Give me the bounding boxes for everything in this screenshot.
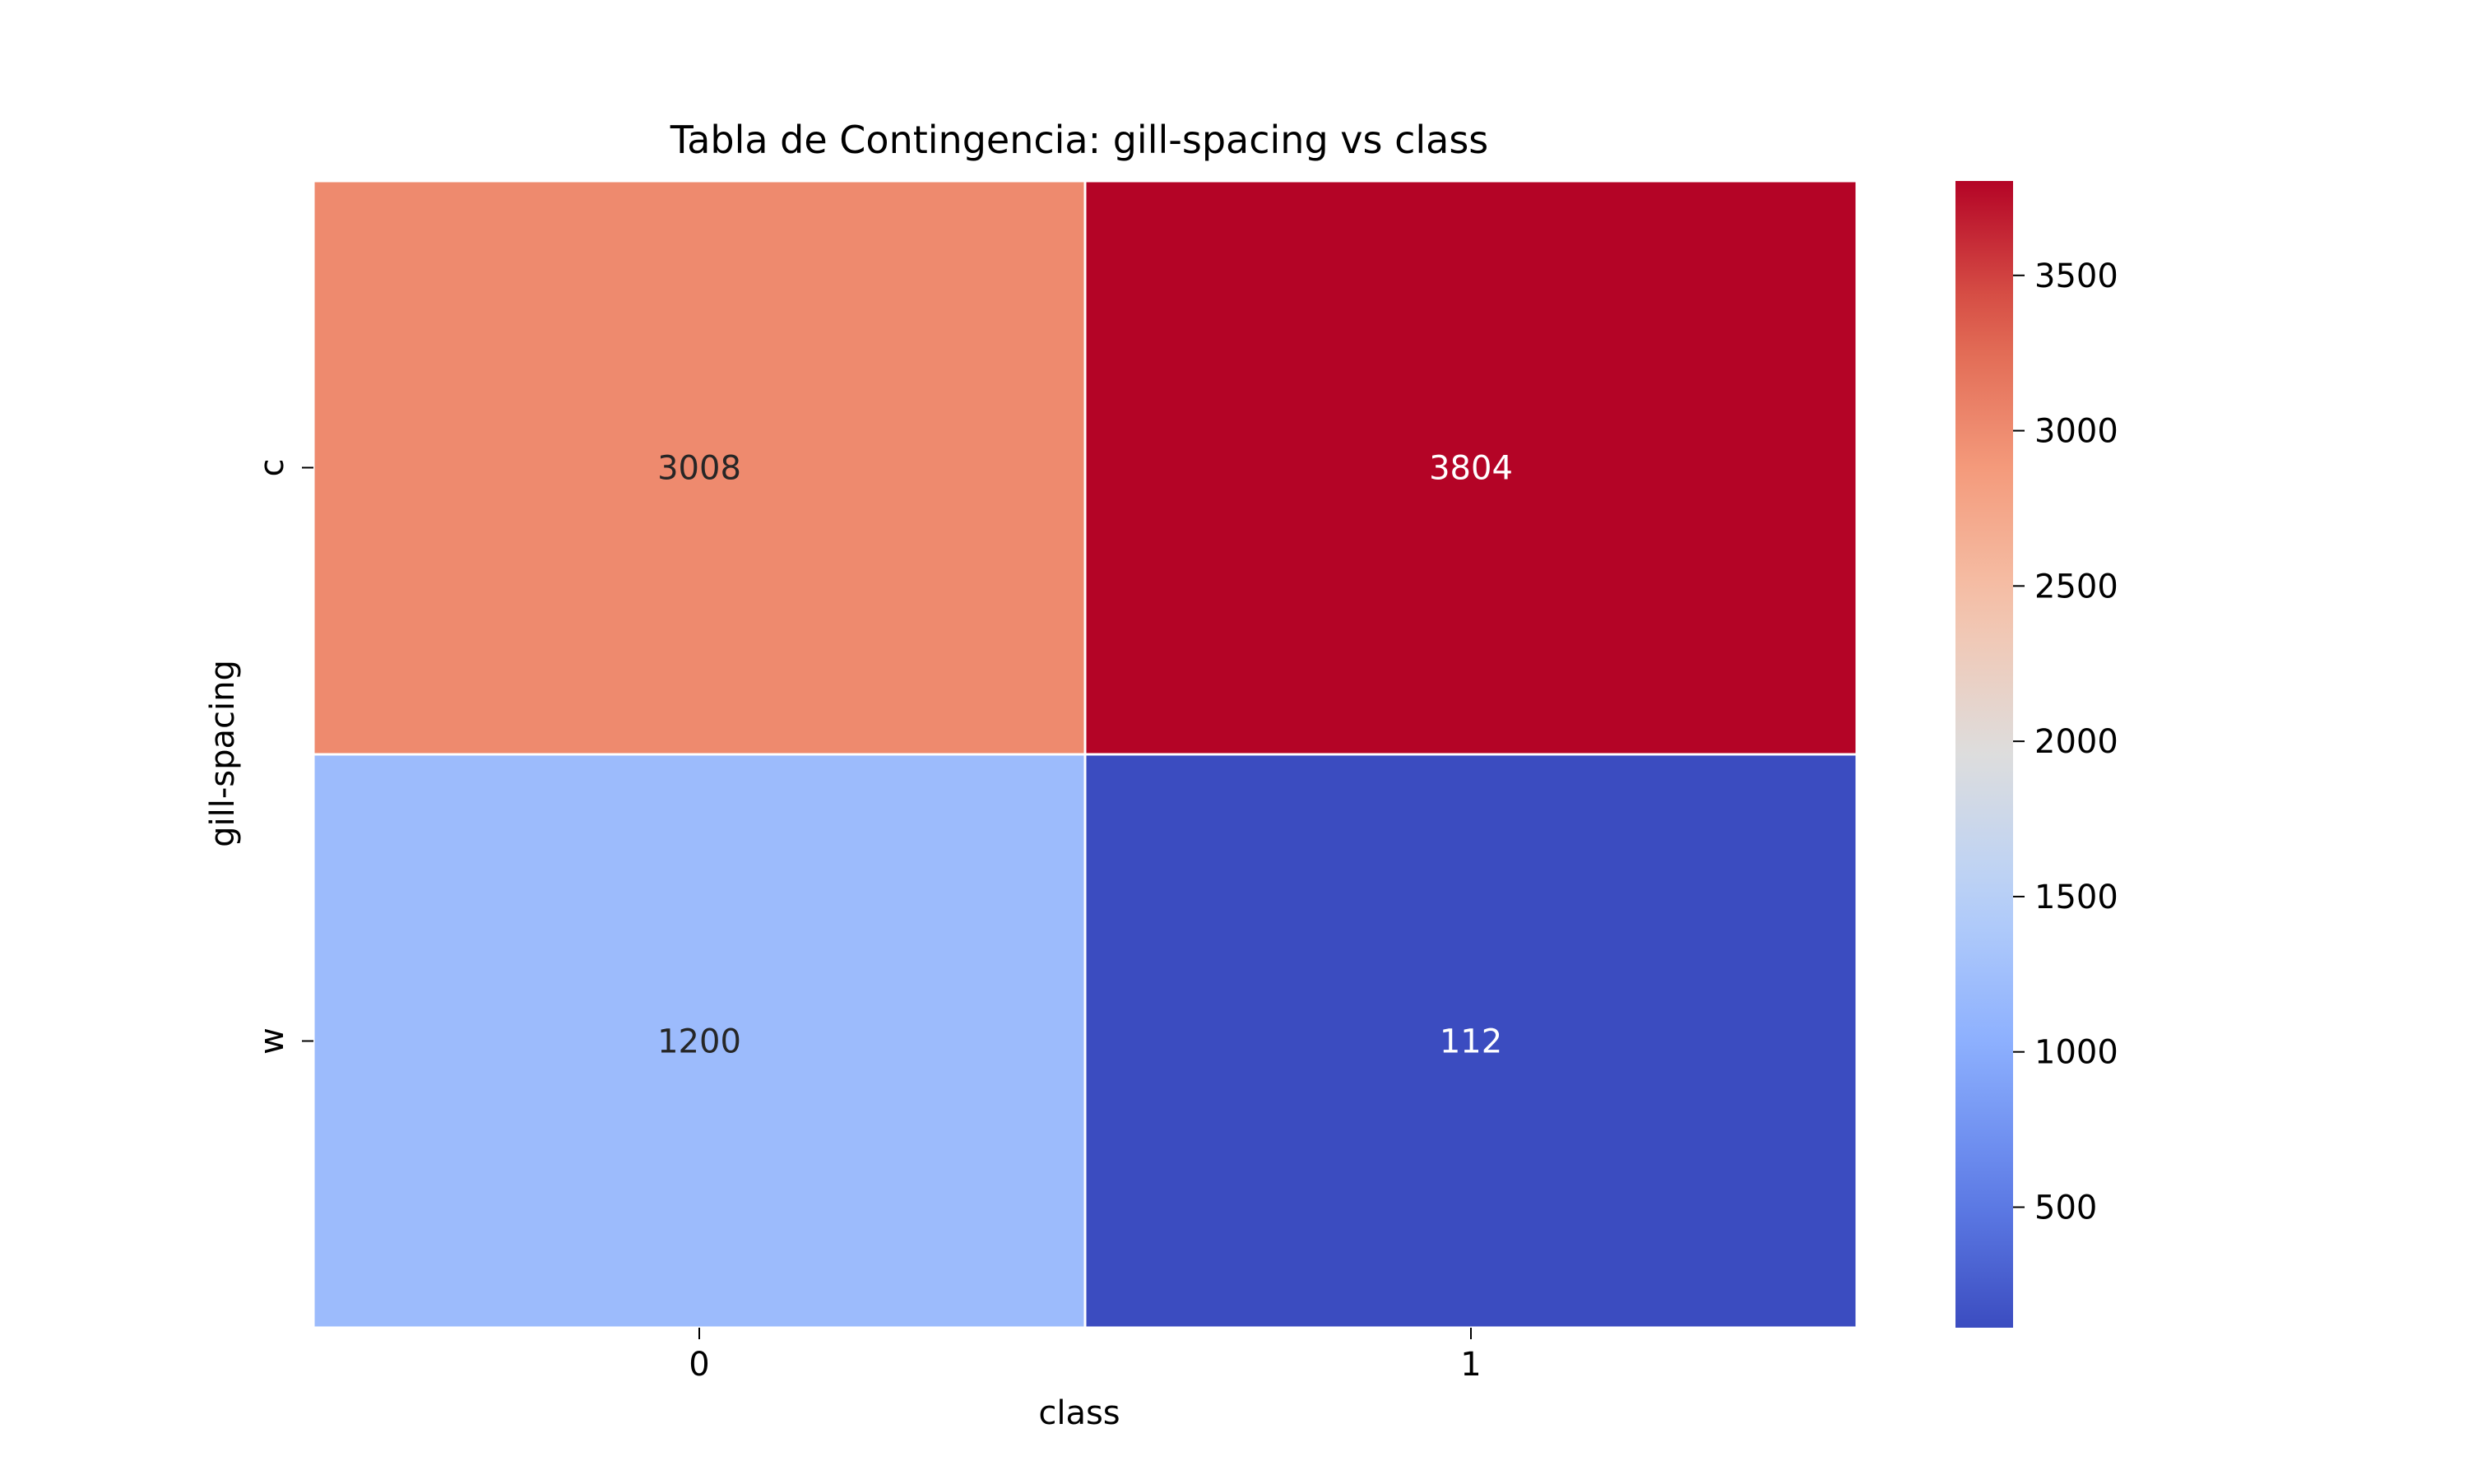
colorbar-tick-label: 1500: [2034, 879, 2118, 916]
colorbar-tick-label: 2000: [2034, 723, 2118, 761]
heatmap-cells: [312, 179, 1858, 1329]
y-axis-label: gill-spacing: [204, 660, 242, 847]
x-tick-label: 1: [1460, 1346, 1481, 1384]
heatmap-cell: [1083, 179, 1858, 756]
colorbar-tick-label: 2500: [2034, 568, 2118, 605]
cell-labels: 3008 3804 1200 112: [657, 450, 1513, 1061]
x-tick-label: 0: [689, 1346, 709, 1384]
colorbar-tick-label: 3500: [2034, 257, 2118, 295]
heatmap-cell: [1083, 753, 1858, 1329]
y-axis: cw: [253, 459, 313, 1055]
colorbar-tick-label: 1000: [2034, 1034, 2118, 1072]
colorbar-tick-label: 3000: [2034, 413, 2118, 451]
cell-value-label: 3008: [657, 450, 741, 488]
cell-value-label: 112: [1440, 1023, 1502, 1061]
cell-value-label: 1200: [657, 1023, 741, 1061]
chart-title: Tabla de Contingencia: gill-spacing vs c…: [670, 118, 1489, 162]
cell-value-label: 3804: [1429, 450, 1513, 488]
colorbar: 500 1000 1500 2000 2500 3000 3500: [1955, 181, 2118, 1328]
y-tick-label: c: [253, 459, 291, 477]
colorbar-gradient: [1955, 181, 2013, 1328]
heatmap-cell: [312, 179, 1087, 756]
heatmap-cell: [312, 753, 1087, 1329]
colorbar-tick-label: 500: [2034, 1190, 2097, 1227]
x-axis-label: class: [1038, 1394, 1120, 1432]
y-tick-label: w: [253, 1027, 291, 1055]
